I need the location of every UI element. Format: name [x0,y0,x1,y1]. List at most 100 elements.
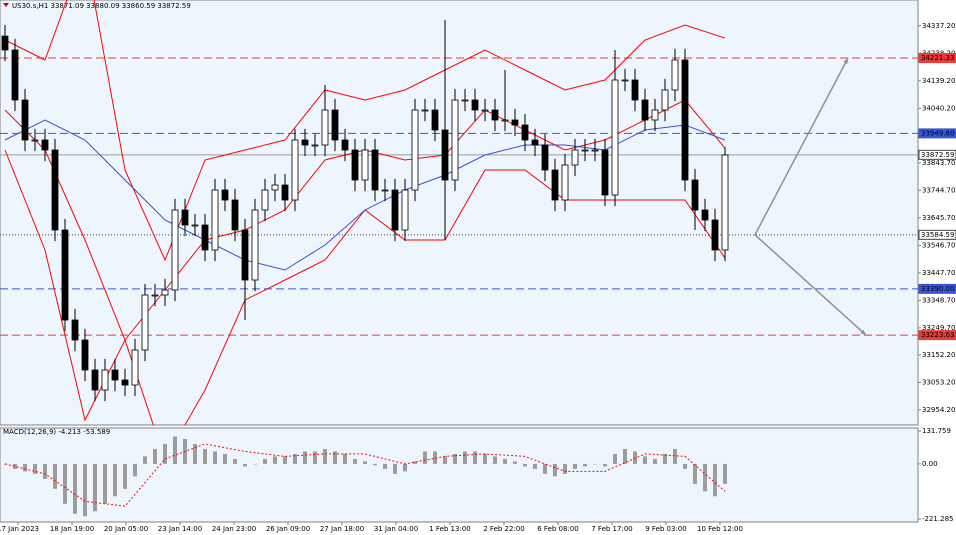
macd-bar [233,458,237,464]
macd-bar [623,448,627,464]
macd-bar [613,453,617,464]
macd-bar [193,443,197,464]
candle-body [521,124,529,141]
macd-bar [693,463,697,484]
candle-body [141,294,149,351]
candle-body [171,209,179,291]
candle-body [611,79,619,196]
candle-body [181,209,189,226]
candle-body [471,99,479,111]
level-label-box [918,149,956,160]
macd-bar [603,463,607,467]
x-tick-label: 23 Jan 14:00 [158,525,202,533]
y-tick-label: 33053.20 [922,378,955,386]
macd-bar [13,463,17,469]
macd-bar [393,463,397,474]
x-tick-label: 6 Feb 08:00 [537,525,578,533]
main-panel [0,0,919,426]
y-tick-label: 33645.70 [922,214,955,222]
projection-arrow [754,234,867,336]
macd-title: MACD(12,26,9) -4.213 -53.589 [3,428,110,436]
macd-bar [723,463,727,484]
macd-bar [443,456,447,464]
y-tick-label: 34040.20 [922,104,955,112]
macd-signal [4,443,726,507]
level-label-box [918,229,956,240]
macd-bar [253,463,257,465]
candle-body [561,164,569,201]
level-label-box [918,283,956,294]
x-tick-label: 27 Jan 18:00 [320,525,364,533]
macd-bar [153,448,157,464]
macd-bar [663,453,667,464]
macd-bar [533,463,537,469]
candle-body [431,109,439,131]
macd-bar [133,463,137,477]
candle-body [381,189,389,192]
macd-bar [113,463,117,497]
level-label: 34221.33 [921,54,954,62]
x-tick-label: 17 Jan 2023 [0,525,39,533]
candle-body [481,109,489,112]
x-tick-label: 2 Feb 22:00 [483,525,524,533]
candle-body [641,99,649,121]
x-tick-label: 7 Feb 17:00 [591,525,632,533]
candle-body [61,229,69,321]
macd-bar [383,463,387,469]
candle-body [541,144,549,171]
candle-body [551,169,559,201]
candle-body [681,59,689,181]
candle-body [591,149,599,152]
candle-body [341,139,349,151]
candle-body [1,35,9,51]
macd-tick-label: 0.00 [922,460,938,468]
macd-bar [163,443,167,464]
macd-tick-label: -221.285 [922,515,953,523]
y-tick-label: 34337.20 [922,22,955,30]
overlay-line [4,0,726,262]
macd-bar [653,458,657,464]
macd-bar [353,458,357,464]
macd-bar [523,463,527,467]
macd-bar [223,453,227,464]
arrow-head [860,329,866,336]
x-tick-label: 1 Feb 13:00 [429,525,470,533]
x-tick-label: 31 Jan 04:00 [374,525,418,533]
candle-body [451,99,459,181]
macd-bar [23,463,27,472]
macd-bar [423,451,427,464]
macd-bar [263,458,267,464]
macd-bar [373,463,377,466]
candle-body [671,59,679,91]
macd-bar [463,451,467,464]
candle-body [511,119,519,126]
macd-bar [73,463,77,514]
candle-body [121,379,129,386]
macd-bar [323,448,327,464]
candle-body [301,139,309,146]
candle-body [111,369,119,381]
macd-bar [303,451,307,464]
candle-body [621,79,629,82]
macd-bar [273,456,277,464]
y-tick-label: 33546.70 [922,241,955,249]
candle-body [601,149,609,196]
level-label: 33584.59 [921,231,954,239]
macd-bar [403,463,407,472]
x-tick-label: 26 Jan 09:00 [266,525,310,533]
macd-bar [683,463,687,469]
candle-body [261,189,269,211]
candle-body [721,154,729,251]
macd-bar [483,453,487,464]
candle-body [201,224,209,251]
x-tick-label: 20 Jan 05:00 [104,525,148,533]
macd-bar [543,463,547,474]
level-label: 33390.00 [921,285,954,293]
candle-body [501,119,509,122]
candle-body [461,99,469,102]
level-label: 33872.59 [921,151,954,159]
macd-panel [0,427,919,523]
level-label-box [918,330,956,341]
macd-bar [503,458,507,464]
macd-bar [563,463,567,474]
